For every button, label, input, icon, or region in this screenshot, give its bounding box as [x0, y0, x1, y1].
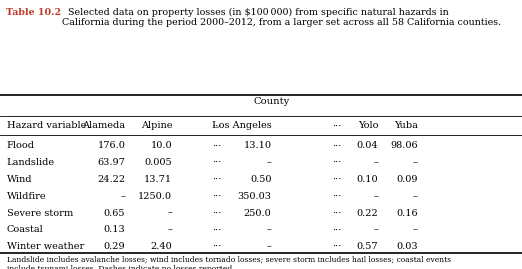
Text: –: –	[374, 225, 378, 234]
Text: Hazard variable: Hazard variable	[7, 121, 86, 130]
Text: ···: ···	[332, 225, 341, 234]
Text: 1250.0: 1250.0	[138, 192, 172, 201]
Text: Winter weather: Winter weather	[7, 242, 84, 251]
Text: County: County	[253, 97, 290, 106]
Text: Flood: Flood	[7, 141, 35, 150]
Text: Severe storm: Severe storm	[7, 208, 73, 218]
Text: 0.16: 0.16	[396, 208, 418, 218]
Text: 176.0: 176.0	[98, 141, 125, 150]
Text: –: –	[267, 242, 271, 251]
Text: ···: ···	[332, 158, 341, 167]
Text: –: –	[413, 192, 418, 201]
Text: Los Angeles: Los Angeles	[212, 121, 271, 130]
Text: Yolo: Yolo	[358, 121, 378, 130]
Text: 2.40: 2.40	[150, 242, 172, 251]
Text: –: –	[413, 225, 418, 234]
Text: 24.22: 24.22	[97, 175, 125, 184]
Text: ···: ···	[212, 225, 221, 234]
Text: –: –	[168, 208, 172, 218]
Text: Wildfire: Wildfire	[7, 192, 46, 201]
Text: 0.005: 0.005	[145, 158, 172, 167]
Text: Yuba: Yuba	[394, 121, 418, 130]
Text: Landslide includes avalanche losses; wind includes tornado losses; severe storm : Landslide includes avalanche losses; win…	[7, 256, 451, 269]
Text: –: –	[374, 192, 378, 201]
Text: ···: ···	[332, 175, 341, 184]
Text: ···: ···	[212, 158, 221, 167]
Text: 10.0: 10.0	[151, 141, 172, 150]
Text: 350.03: 350.03	[238, 192, 271, 201]
Text: Alpine: Alpine	[141, 121, 172, 130]
Text: ···: ···	[332, 242, 341, 251]
Text: ···: ···	[212, 121, 221, 130]
Text: Coastal: Coastal	[7, 225, 43, 234]
Text: ···: ···	[212, 192, 221, 201]
Text: 0.03: 0.03	[396, 242, 418, 251]
Text: Wind: Wind	[7, 175, 32, 184]
Text: –: –	[121, 192, 125, 201]
Text: ···: ···	[212, 175, 221, 184]
Text: –: –	[168, 225, 172, 234]
Text: Alameda: Alameda	[82, 121, 125, 130]
Text: –: –	[374, 158, 378, 167]
Text: ···: ···	[212, 242, 221, 251]
Text: ···: ···	[332, 208, 341, 218]
Text: 0.57: 0.57	[357, 242, 378, 251]
Text: –: –	[267, 158, 271, 167]
Text: 63.97: 63.97	[98, 158, 125, 167]
Text: 250.0: 250.0	[244, 208, 271, 218]
Text: Selected data on property losses (in $100 000) from specific natural hazards in
: Selected data on property losses (in $10…	[62, 8, 501, 27]
Text: 0.13: 0.13	[103, 225, 125, 234]
Text: ···: ···	[212, 208, 221, 218]
Text: ···: ···	[332, 192, 341, 201]
Text: 0.04: 0.04	[357, 141, 378, 150]
Text: ···: ···	[212, 141, 221, 150]
Text: ···: ···	[332, 141, 341, 150]
Text: 0.22: 0.22	[357, 208, 378, 218]
Text: 13.10: 13.10	[243, 141, 271, 150]
Text: 0.29: 0.29	[104, 242, 125, 251]
Text: 0.50: 0.50	[250, 175, 271, 184]
Text: 13.71: 13.71	[144, 175, 172, 184]
Text: 0.65: 0.65	[104, 208, 125, 218]
Text: 0.09: 0.09	[396, 175, 418, 184]
Text: Landslide: Landslide	[7, 158, 55, 167]
Text: 0.10: 0.10	[357, 175, 378, 184]
Text: ···: ···	[332, 121, 341, 130]
Text: –: –	[413, 158, 418, 167]
Text: –: –	[267, 225, 271, 234]
Text: 98.06: 98.06	[390, 141, 418, 150]
Text: Table 10.2: Table 10.2	[6, 8, 62, 16]
